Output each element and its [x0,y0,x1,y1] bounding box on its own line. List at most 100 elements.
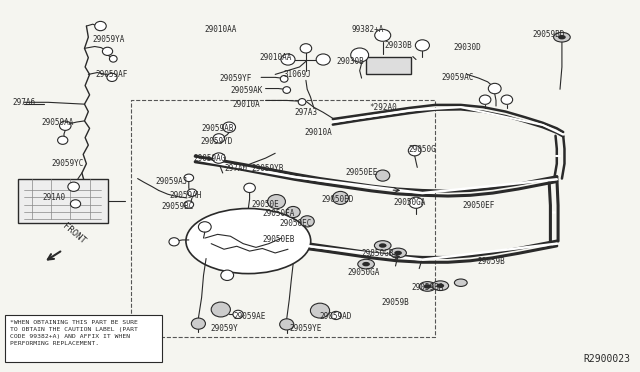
Ellipse shape [107,73,117,81]
Text: 29030B: 29030B [384,41,412,50]
Ellipse shape [488,83,501,94]
Ellipse shape [109,55,117,62]
Text: 31069J: 31069J [284,70,312,79]
Ellipse shape [68,182,79,191]
Text: 29050GA: 29050GA [348,268,380,277]
Ellipse shape [186,208,311,274]
Text: 297A0: 297A0 [224,164,247,173]
Ellipse shape [223,122,236,132]
Text: 29059AK: 29059AK [230,86,262,94]
Circle shape [358,259,374,269]
Text: 29059AD: 29059AD [320,312,352,321]
Text: 29059AE: 29059AE [234,312,266,321]
Text: FRONT: FRONT [60,222,87,246]
Text: 29059AG: 29059AG [194,154,226,163]
Ellipse shape [300,216,314,227]
Text: 29050EB: 29050EB [262,235,294,244]
Ellipse shape [351,48,369,62]
Ellipse shape [184,201,193,208]
Text: 29059AA: 29059AA [42,118,74,127]
Circle shape [558,35,566,39]
Text: 29050E: 29050E [252,200,280,209]
Ellipse shape [95,21,106,31]
Ellipse shape [281,54,295,65]
Circle shape [436,283,444,288]
Ellipse shape [408,145,421,156]
Circle shape [554,32,570,42]
Circle shape [379,243,387,248]
Text: R2900023: R2900023 [584,354,630,364]
Bar [366,57,411,74]
Bar [18,179,108,223]
Text: 29050G: 29050G [408,145,436,154]
Ellipse shape [501,95,513,104]
Text: 297A3: 297A3 [294,108,317,117]
Ellipse shape [310,303,330,318]
Ellipse shape [283,87,291,93]
Ellipse shape [58,136,68,144]
Text: 29059AH: 29059AH [170,191,202,200]
Text: 29010AA: 29010AA [205,25,237,34]
Bar [5,315,162,362]
Text: 29059B: 29059B [381,298,410,307]
Text: 29059BC: 29059BC [162,202,194,211]
Ellipse shape [409,197,423,208]
Ellipse shape [191,318,205,329]
Text: 29030B: 29030B [337,57,365,66]
Ellipse shape [415,40,429,51]
Text: 29059B: 29059B [477,257,506,266]
Text: 29059YE: 29059YE [290,324,322,333]
Ellipse shape [280,319,294,330]
Text: 29050EA: 29050EA [262,209,294,218]
Ellipse shape [376,170,390,181]
Text: 29059YD: 29059YD [200,137,232,146]
Text: 29010A: 29010A [232,100,260,109]
Ellipse shape [213,134,225,143]
Text: 297A6: 297A6 [13,98,36,107]
Text: *292A0: *292A0 [369,103,397,112]
Text: 29059BD: 29059BD [533,30,565,39]
Text: 99382+A: 99382+A [352,25,384,33]
Circle shape [424,284,431,289]
Text: 29059AJ: 29059AJ [156,177,188,186]
Ellipse shape [221,270,234,280]
Text: 29059BA: 29059BA [412,283,444,292]
Text: 29059YC: 29059YC [51,159,83,168]
Text: 29059Y: 29059Y [210,324,238,333]
Ellipse shape [479,95,491,104]
Text: 29010AA: 29010AA [259,53,291,62]
Ellipse shape [211,302,230,317]
Circle shape [362,262,370,266]
Text: 29059AC: 29059AC [442,73,474,82]
Text: 29050ED: 29050ED [322,195,354,203]
Ellipse shape [375,29,390,41]
Ellipse shape [298,99,306,105]
Text: 29050EC: 29050EC [280,219,312,228]
Ellipse shape [102,47,113,55]
Text: 29050EF: 29050EF [463,201,495,210]
Ellipse shape [316,54,330,65]
Text: 29059AB: 29059AB [202,124,234,133]
Ellipse shape [268,195,285,209]
Ellipse shape [187,189,197,196]
Ellipse shape [331,311,341,320]
Ellipse shape [60,121,71,130]
Text: 29850GB: 29850GB [362,249,394,258]
Circle shape [390,248,406,258]
Text: 29030D: 29030D [453,43,481,52]
Circle shape [374,241,391,250]
Text: 29059YF: 29059YF [220,74,252,83]
Ellipse shape [244,183,255,193]
Circle shape [394,251,402,255]
Text: 291A0: 291A0 [43,193,66,202]
Text: 29010A: 29010A [305,128,333,137]
Ellipse shape [233,310,243,318]
Text: *WHEN OBTAINING THIS PART BE SURE
TO OBTAIN THE CAUTION LABEL (PART
CODE 99382+A: *WHEN OBTAINING THIS PART BE SURE TO OBT… [10,320,138,346]
Text: 29050GA: 29050GA [394,198,426,207]
Ellipse shape [333,191,349,204]
Text: 29059YA: 29059YA [93,35,125,44]
Text: 29050EE: 29050EE [346,169,378,177]
Ellipse shape [198,222,211,232]
Ellipse shape [212,153,225,163]
Ellipse shape [184,174,193,182]
